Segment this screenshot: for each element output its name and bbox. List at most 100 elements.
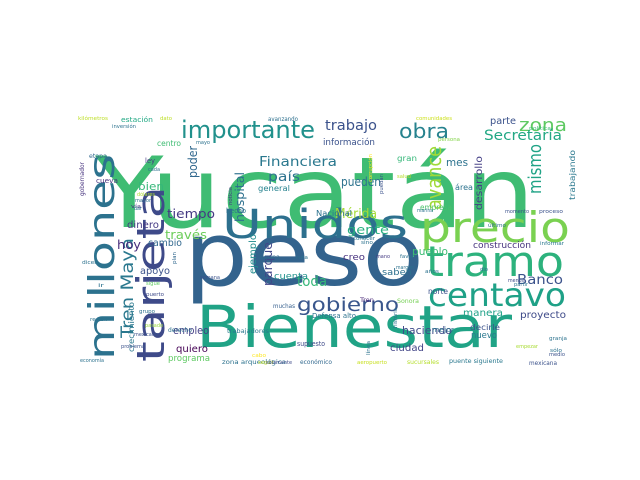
word-salud: salud (397, 174, 411, 180)
word-informar: informar (540, 241, 565, 247)
word-muchas: muchas (273, 303, 295, 310)
word-haciendo: haciendo (402, 324, 452, 337)
word-area: área (455, 183, 473, 192)
word-gobernador: gobernador (79, 161, 86, 196)
word-yucatan: Yucatán (94, 137, 535, 251)
word-proyecto: proyecto (520, 310, 566, 321)
word-construccion: construcción (473, 240, 531, 251)
word-cueva: cueva (96, 177, 118, 185)
word-cuenta: cuenta (274, 272, 308, 282)
word-unidos: Unidos (222, 202, 408, 248)
word-economia: economía (80, 357, 104, 364)
word-ruta: ruta (296, 255, 308, 261)
word-granja: granja (549, 336, 567, 342)
word-solo: sólo (550, 347, 562, 354)
word-pueden: pueden (341, 175, 381, 189)
word-obra: obra (399, 119, 449, 143)
word-puente-siguiente: puente siguiente (449, 358, 503, 365)
word-avance: avance (422, 146, 446, 210)
word-solamente: solamente (266, 360, 292, 366)
word-inversion: inversión (112, 123, 136, 130)
word-ejemplo: ejemplo (248, 234, 259, 274)
word-pais: país (268, 170, 300, 185)
word-millones: millones (82, 154, 123, 360)
word-apoyo: apoyo (140, 266, 170, 277)
word-problema: problema (121, 344, 145, 350)
word-importante: importante (181, 116, 315, 144)
word-mayo: mayo (196, 140, 210, 146)
word-ultimo: último (488, 222, 506, 229)
word-dato: dato (160, 116, 172, 122)
word-toda: toda (297, 274, 327, 290)
word-etapa: etapa (89, 153, 107, 160)
word-derecho: derecho (168, 327, 192, 334)
word-hecho: hecho (226, 207, 246, 215)
word-empezar: empezar (516, 344, 539, 350)
word-estacion: estación (121, 116, 153, 124)
word-centavo: centavo (428, 276, 566, 314)
word-via: vía (131, 203, 141, 210)
word-manera: manera (463, 308, 503, 319)
word-nacional: Nacional (316, 209, 352, 218)
word-empresa: empresa (420, 203, 452, 212)
word-general: general (258, 184, 290, 193)
word-empleo: empleo (173, 324, 209, 337)
word-partir: partir (514, 282, 529, 288)
word-politica: política (529, 125, 551, 132)
word-plan: plan (172, 252, 178, 264)
word-margen: margen (396, 265, 414, 271)
word-puedan: puedan (379, 174, 385, 194)
word-norte: norte (428, 287, 448, 296)
word-gran: gran (397, 154, 417, 163)
word-medio: medio (549, 352, 565, 358)
word-momento: momento (505, 209, 529, 215)
word-supuesto: supuesto (297, 340, 325, 348)
word-merida: Mérida (335, 207, 377, 222)
word-ciudad: ciudad (390, 343, 424, 354)
word-desarrollo: desarrollo (474, 156, 485, 210)
word-traves: través (165, 228, 207, 242)
word-mano: mano (376, 254, 390, 260)
word-cabo: cabo (252, 353, 266, 359)
word-sino: sino (361, 240, 373, 246)
word-trabajo: trabajo (325, 118, 377, 134)
word-sigue: sigue (146, 281, 160, 287)
word-tren-maya: Tren Maya (118, 238, 138, 339)
word-semana: semana (200, 275, 220, 281)
word-poder: poder (186, 146, 200, 178)
word-hospital: hospital (233, 172, 247, 222)
word-financiera: Financiera (259, 155, 337, 170)
word-decirle: decirle (470, 323, 500, 332)
word-defensa-alto: Defensa alto (312, 312, 356, 320)
word-pasado: pasado (145, 323, 163, 329)
word-tren: Tren (359, 297, 374, 304)
word-marina: marina (417, 208, 433, 214)
word-bienestar: Bienestar (196, 293, 512, 361)
word-puerto: puerto (146, 292, 164, 298)
word-avanzando: avanzando (268, 116, 298, 123)
word-cambio: cambio (148, 238, 182, 249)
word-aeropuerto: aeropuerto (357, 360, 387, 366)
word-tramo: tramo (426, 237, 564, 286)
word-gente: gente (347, 223, 389, 237)
word-peso: peso (184, 203, 424, 306)
word-bien: bien (138, 180, 164, 193)
word-mexicana: mexicana (529, 360, 557, 367)
word-dio: dio (480, 267, 488, 273)
word-crecimiento: crecimiento (127, 302, 136, 352)
word-proceso: proceso (539, 209, 563, 215)
word-mes: mes (446, 156, 468, 169)
word-persona: persona (438, 137, 460, 143)
word-trabajadores: trabajadores (227, 328, 269, 335)
word-grupo: grupo (139, 309, 155, 315)
word-conocer: conocer (353, 236, 376, 242)
word-creo: creo (343, 253, 366, 263)
word-linea: línea (365, 341, 372, 355)
word-kilometros: kilómetros (78, 115, 108, 122)
word-dicen: dicen (82, 260, 98, 266)
word-tiempo: tiempo (167, 207, 215, 221)
word-ley: ley (145, 157, 155, 165)
word-gobierno: gobierno (297, 294, 399, 316)
word-centro: centro (157, 139, 181, 148)
